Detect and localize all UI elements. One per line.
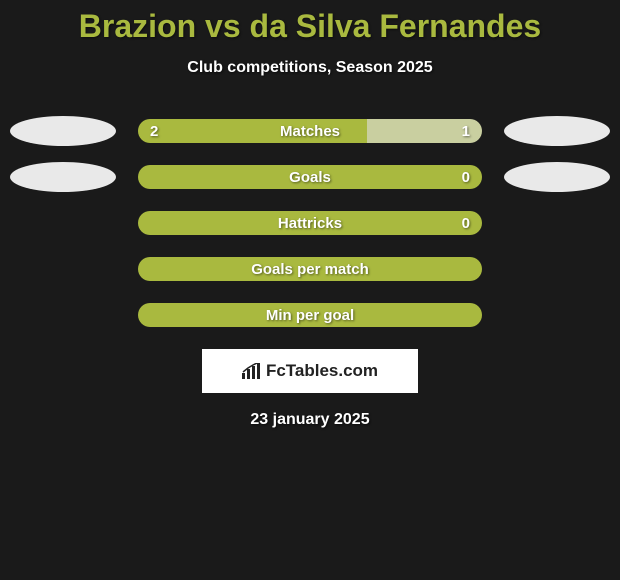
stat-row: Hattricks 0 [0,211,620,235]
stats-comparison-card: Brazion vs da Silva Fernandes Club compe… [0,0,620,580]
stat-value-right: 1 [462,119,470,143]
stat-row: 2 Matches 1 [0,119,620,143]
stat-label: Min per goal [138,303,482,327]
stat-label: Matches [138,119,482,143]
stat-value-right: 0 [462,211,470,235]
stat-rows: 2 Matches 1 Goals 0 [0,119,620,327]
subtitle: Club competitions, Season 2025 [0,59,620,77]
player-avatar-left [10,116,116,146]
chart-icon [242,363,262,379]
stat-value-right: 0 [462,165,470,189]
stat-bar: Min per goal [138,303,482,327]
page-title: Brazion vs da Silva Fernandes [0,0,620,45]
stat-label: Hattricks [138,211,482,235]
player-avatar-left [10,162,116,192]
stat-label: Goals per match [138,257,482,281]
stat-bar: Goals 0 [138,165,482,189]
stat-bar: Goals per match [138,257,482,281]
stat-label: Goals [138,165,482,189]
stat-row: Min per goal [0,303,620,327]
stat-row: Goals per match [0,257,620,281]
stat-row: Goals 0 [0,165,620,189]
player-avatar-right [504,162,610,192]
stat-bar: Hattricks 0 [138,211,482,235]
player-avatar-right [504,116,610,146]
source-logo-text: FcTables.com [242,361,378,381]
source-logo: FcTables.com [202,349,418,393]
stat-bar: 2 Matches 1 [138,119,482,143]
date-label: 23 january 2025 [0,411,620,429]
logo-label: FcTables.com [266,361,378,381]
